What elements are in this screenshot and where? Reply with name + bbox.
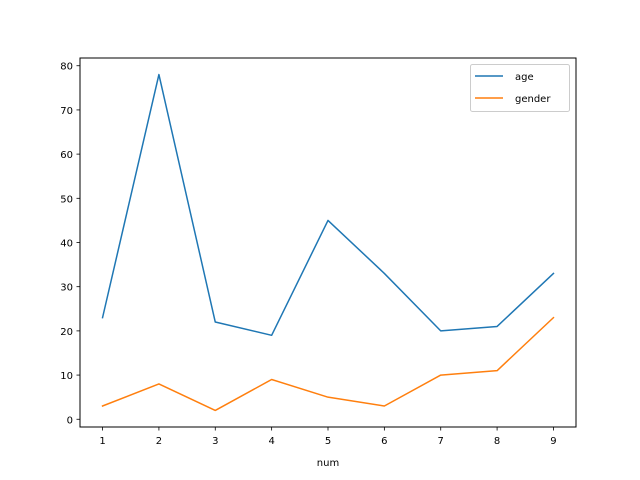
legend-label-gender: gender (515, 94, 551, 105)
series-line-gender (101, 316, 555, 412)
x-tick-label: 6 (381, 436, 387, 447)
series-line-age (101, 73, 555, 337)
x-tick-label: 3 (212, 436, 218, 447)
x-tick-label: 4 (268, 436, 274, 447)
x-tick-label: 2 (156, 436, 162, 447)
legend-label-age: age (515, 72, 534, 83)
x-axis-label: num (317, 458, 339, 469)
x-tick-label: 7 (438, 436, 444, 447)
y-tick-label: 60 (60, 150, 73, 161)
x-axis: 1 2 3 4 5 6 7 8 9 (99, 427, 557, 447)
y-tick-label: 10 (60, 371, 73, 382)
y-axis: 0 10 20 30 40 50 60 70 80 (60, 62, 80, 426)
y-tick-label: 40 (60, 239, 73, 250)
y-tick-label: 80 (60, 62, 73, 73)
x-tick-label: 8 (494, 436, 500, 447)
y-tick-label: 20 (60, 327, 73, 338)
y-tick-label: 30 (60, 283, 73, 294)
x-tick-label: 9 (550, 436, 556, 447)
series-layer (101, 73, 555, 412)
y-tick-label: 70 (60, 106, 73, 117)
plot-frame (79, 57, 577, 428)
y-tick-label: 0 (67, 415, 73, 426)
x-tick-label: 1 (99, 436, 105, 447)
legend: age gender (470, 64, 570, 112)
x-tick-label: 5 (325, 436, 331, 447)
y-tick-label: 50 (60, 194, 73, 205)
